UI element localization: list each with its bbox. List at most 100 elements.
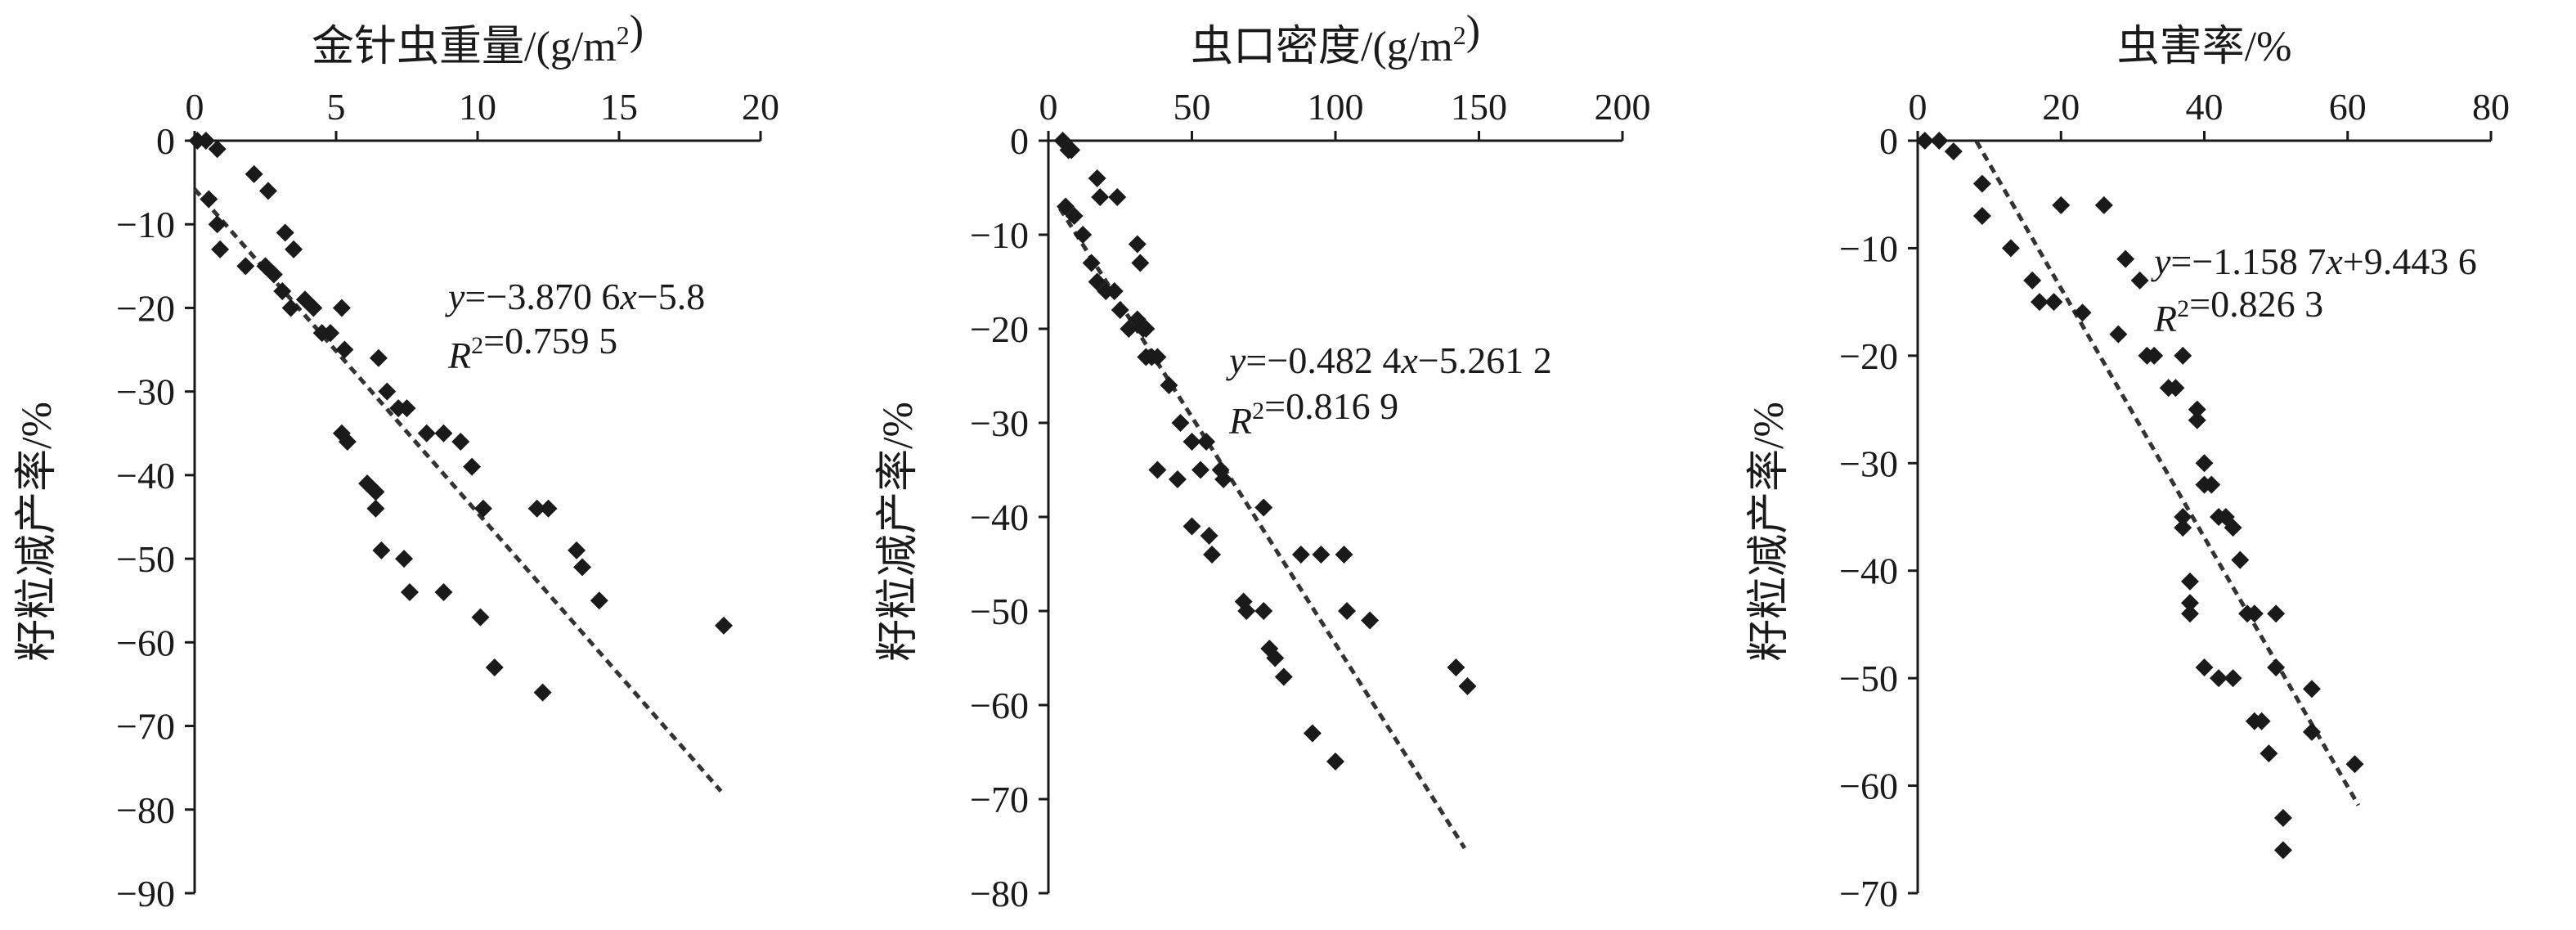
data-point: [2267, 658, 2286, 676]
data-point: [1254, 602, 1273, 620]
chart-title: 虫口密度/(g/m2): [1191, 7, 1480, 70]
data-point: [332, 299, 351, 317]
r-squared-label: R2=0.759 5: [447, 320, 617, 376]
data-point: [397, 399, 416, 418]
x-tick-label: 0: [1039, 86, 1058, 128]
trend-line: [1974, 140, 2361, 806]
y-tick-label: −40: [116, 455, 175, 496]
y-tick-label: −60: [970, 685, 1029, 726]
y-tick-label: −20: [116, 287, 175, 329]
data-point: [1254, 498, 1273, 517]
data-point: [208, 215, 227, 234]
r-squared-label: R2=0.826 3: [2153, 283, 2323, 339]
data-point: [2052, 195, 2071, 214]
data-point: [1266, 649, 1285, 667]
data-point: [471, 608, 490, 627]
x-tick-label: 60: [2329, 86, 2367, 128]
data-point: [400, 583, 419, 601]
y-tick-label: −40: [1839, 550, 1898, 592]
data-point: [1203, 546, 1222, 564]
data-point: [1944, 142, 1963, 161]
data-point: [2267, 604, 2286, 623]
data-point: [196, 132, 215, 150]
data-point: [2030, 293, 2049, 312]
data-point: [335, 340, 354, 359]
data-point: [1192, 461, 1210, 479]
data-point: [1091, 188, 1110, 206]
data-point: [378, 382, 397, 401]
data-point: [2195, 658, 2214, 676]
data-point: [1105, 282, 1124, 300]
data-point: [2188, 411, 2206, 429]
data-point: [590, 591, 608, 610]
data-point: [715, 616, 734, 635]
data-point: [533, 683, 552, 702]
data-point: [245, 164, 263, 183]
y-tick-label: −70: [1839, 873, 1898, 914]
data-point: [1214, 470, 1233, 488]
data-point: [211, 240, 230, 258]
data-point: [1326, 753, 1344, 771]
data-point: [366, 483, 385, 501]
data-point: [1274, 667, 1293, 686]
data-point: [264, 265, 283, 284]
x-tick-label: 40: [2186, 86, 2224, 128]
regression-equation: y=−0.482 4x−5.261 2: [1226, 339, 1552, 381]
data-point: [417, 424, 436, 443]
data-point: [2174, 519, 2192, 537]
data-point: [1160, 376, 1178, 394]
data-point: [369, 348, 388, 367]
data-point: [2245, 604, 2264, 623]
data-point: [1137, 320, 1156, 338]
data-point: [2195, 454, 2214, 473]
data-point: [321, 324, 340, 343]
x-tick-label: 5: [327, 86, 346, 128]
y-tick-label: −70: [970, 779, 1029, 820]
data-point: [2044, 293, 2063, 312]
x-tick-label: 20: [2042, 86, 2080, 128]
data-point: [1088, 169, 1106, 187]
y-axis-title: 籽粒减产率/%: [1746, 402, 1793, 662]
data-point: [304, 299, 323, 317]
x-tick-label: 50: [1174, 86, 1211, 128]
y-tick-label: −70: [116, 706, 175, 748]
data-point: [2174, 508, 2192, 526]
data-point: [1458, 677, 1477, 695]
data-point: [276, 223, 294, 242]
data-point: [236, 257, 255, 276]
x-tick-label: 15: [600, 86, 638, 128]
data-point: [1915, 132, 1934, 150]
y-axis-title: 籽粒减产率/%: [875, 402, 922, 662]
data-point: [281, 299, 300, 317]
data-point: [568, 541, 586, 559]
x-tick-label: 150: [1451, 86, 1507, 128]
y-tick-label: −30: [970, 402, 1029, 444]
data-point: [2023, 271, 2042, 290]
data-point: [485, 658, 504, 676]
data-point: [1972, 174, 1991, 193]
data-point: [2145, 346, 2164, 365]
data-point: [1447, 658, 1465, 676]
data-point: [573, 558, 592, 577]
data-point: [2166, 379, 2185, 398]
data-point: [473, 499, 492, 518]
y-tick-label: −30: [1839, 443, 1898, 484]
y-tick-label: −20: [1839, 335, 1898, 377]
data-point: [463, 457, 482, 476]
data-point: [2231, 550, 2250, 569]
data-point: [1148, 348, 1167, 366]
data-point: [1065, 207, 1084, 225]
data-point: [2094, 195, 2113, 214]
data-point: [2210, 669, 2228, 688]
chart-panel-3: 虫害率/% 0 20 40 60 80 0 −10 −20 −30 −40 −50 −60 −70 籽粒减产…: [1746, 24, 2510, 914]
data-point: [1183, 433, 1201, 451]
data-point: [1200, 527, 1218, 545]
x-tick-label: 0: [1909, 86, 1928, 128]
y-tick-label: 0: [156, 120, 175, 162]
data-point: [258, 182, 277, 200]
data-point: [539, 499, 558, 518]
y-axis-title: 籽粒减产率/%: [14, 402, 61, 662]
y-tick-label: −50: [116, 538, 175, 580]
data-point: [2260, 744, 2278, 763]
